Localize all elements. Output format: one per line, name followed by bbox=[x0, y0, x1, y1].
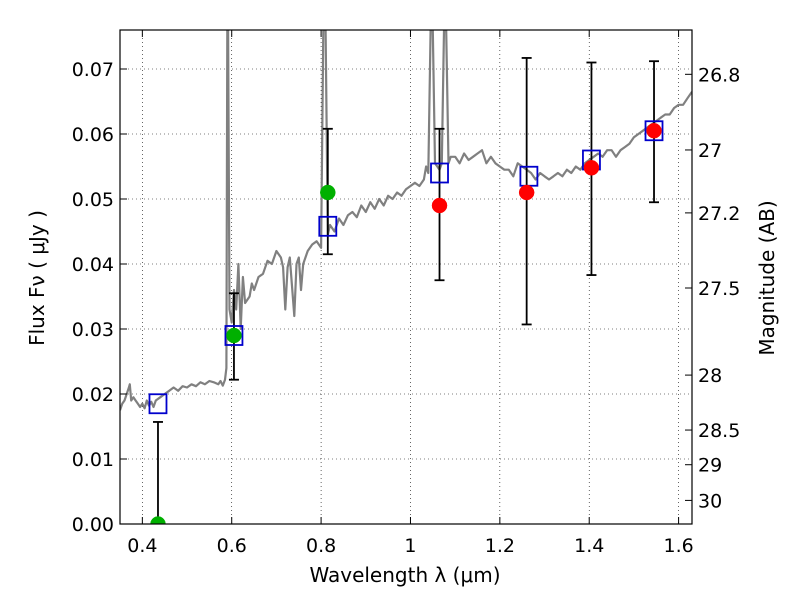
observed-point bbox=[646, 123, 662, 139]
x-tick-label: 0.6 bbox=[217, 535, 247, 557]
axis-ticks bbox=[120, 30, 692, 525]
spectrum-line bbox=[120, 30, 692, 411]
y2-tick-label: 28 bbox=[698, 365, 722, 387]
model-square bbox=[644, 120, 664, 142]
model-square bbox=[430, 162, 449, 184]
tick-labels: 0.4 0.6 0.8 1 1.2 1.4 1.6 0.00 0.01 0.02 0.03 0.04 0… bbox=[72, 59, 741, 557]
x-tick-label: 1.6 bbox=[663, 535, 693, 557]
x-tick-label: 1.4 bbox=[574, 535, 604, 557]
y2-axis-title: Magnitude (AB) bbox=[755, 200, 779, 355]
observed-points bbox=[150, 123, 662, 524]
y-tick-label: 0.04 bbox=[72, 254, 114, 276]
observed-point bbox=[320, 184, 336, 201]
y-axis-title: Flux Fν ( μJy ) bbox=[25, 210, 49, 346]
observed-point bbox=[226, 327, 242, 344]
x-tick-label: 0.4 bbox=[127, 535, 157, 557]
y-tick-label: 0.06 bbox=[72, 124, 114, 146]
y-tick-label: 0.03 bbox=[72, 319, 114, 341]
y-tick-label: 0.07 bbox=[72, 59, 114, 81]
plot-frame bbox=[119, 29, 693, 525]
y2-tick-label: 27 bbox=[698, 140, 722, 162]
x-tick-label: 1.2 bbox=[485, 535, 515, 557]
y-tick-label: 0.01 bbox=[72, 449, 114, 471]
model-points bbox=[148, 120, 664, 415]
model-square bbox=[318, 215, 338, 237]
observed-point bbox=[583, 160, 600, 176]
y-tick-label: 0.02 bbox=[72, 384, 114, 406]
y2-tick-label: 28.5 bbox=[698, 420, 740, 442]
x-axis-title: Wavelength λ (μm) bbox=[309, 563, 500, 587]
spectrum-series bbox=[120, 30, 692, 411]
observed-point bbox=[150, 516, 166, 524]
y2-tick-label: 29 bbox=[698, 455, 722, 477]
model-square bbox=[224, 325, 244, 346]
observed-point bbox=[431, 197, 448, 214]
model-square bbox=[148, 393, 168, 415]
y-tick-label: 0.05 bbox=[72, 189, 114, 211]
y2-tick-label: 27.2 bbox=[698, 203, 740, 225]
x-tick-label: 1 bbox=[404, 535, 416, 557]
y2-tick-label: 30 bbox=[698, 490, 722, 512]
y2-tick-label: 26.8 bbox=[698, 64, 740, 86]
observed-point bbox=[518, 184, 535, 201]
y-tick-label: 0.00 bbox=[72, 514, 114, 536]
x-tick-label: 0.8 bbox=[306, 535, 336, 557]
y2-tick-label: 27.5 bbox=[698, 278, 740, 300]
